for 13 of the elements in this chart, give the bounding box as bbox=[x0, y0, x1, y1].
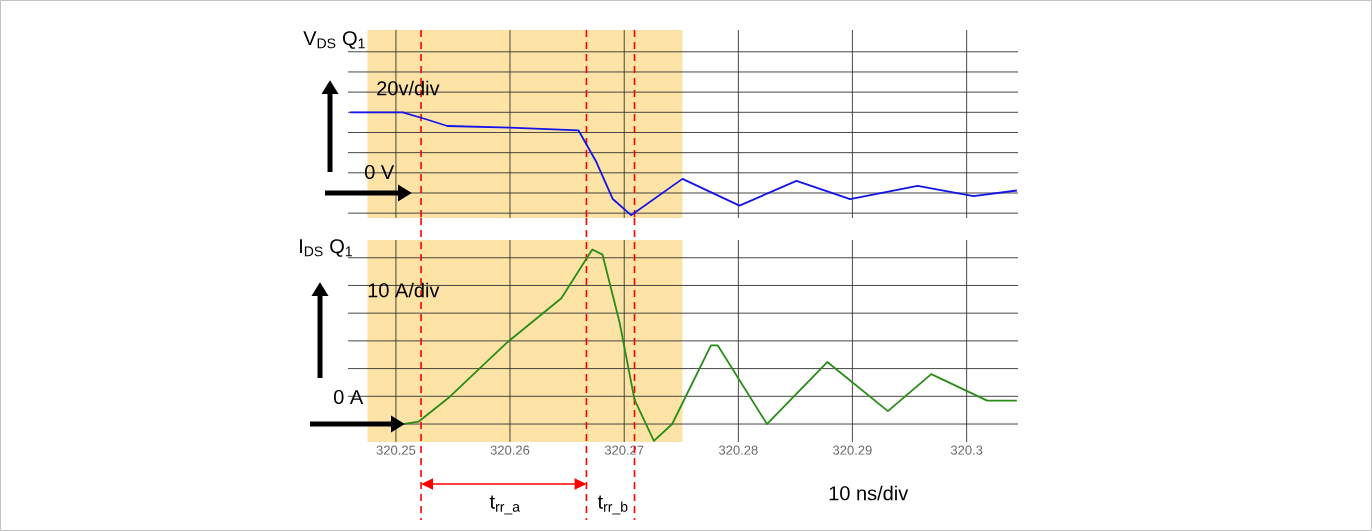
text: t$_{rr_a}$ bbox=[489, 495, 520, 515]
x-tick-label: 320.28 bbox=[718, 445, 758, 455]
text: 20v/div bbox=[377, 80, 440, 96]
annotation: 10 A/div bbox=[368, 282, 440, 298]
chart-title: V$_{DS}$ Q$_{1}$ bbox=[303, 31, 365, 49]
chart-title: I$_{DS}$ Q$_{1}$ bbox=[300, 239, 352, 257]
x-tick-label: 320.29 bbox=[833, 445, 872, 455]
x-tick-label: 320.26 bbox=[490, 445, 530, 455]
x-tick-label: 320.3 bbox=[950, 445, 983, 455]
text: 10 ns/div bbox=[829, 485, 909, 501]
x-tick-label: 320.25 bbox=[376, 445, 416, 455]
annotation: 0 V bbox=[364, 164, 395, 180]
text: t$_{rr_b}$ bbox=[597, 495, 628, 515]
